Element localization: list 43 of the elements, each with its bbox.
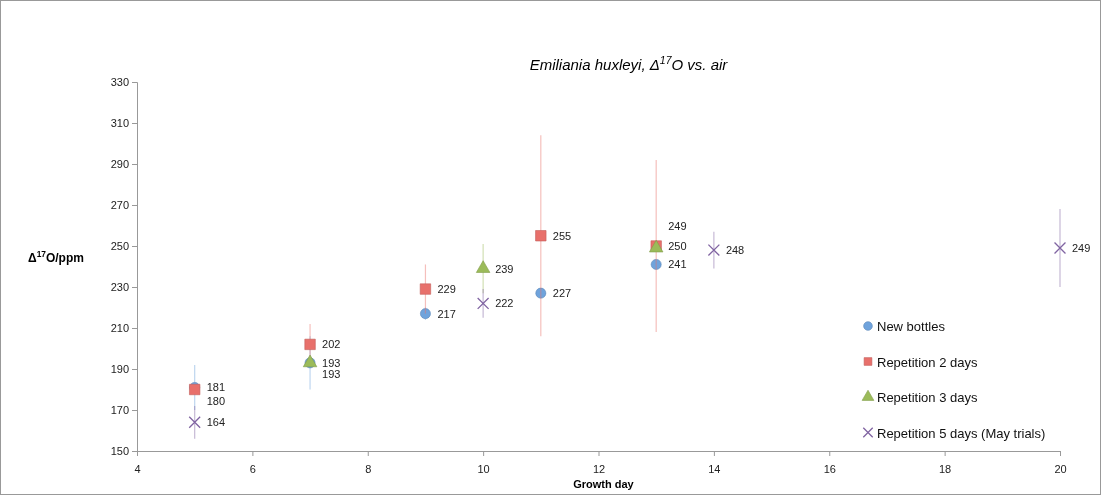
x-tick-label: 4: [134, 463, 141, 476]
x-tick-label: 18: [939, 463, 952, 476]
y-tick-label: 210: [110, 322, 129, 335]
data-label: 180: [206, 394, 226, 407]
data-label: 217: [437, 307, 456, 320]
data-label: 222: [495, 297, 514, 310]
x-tick-label: 8: [365, 463, 372, 476]
data-label: 227: [552, 287, 572, 300]
x-tick-label: 20: [1054, 463, 1067, 476]
x-tick-label: 14: [708, 463, 721, 476]
y-tick-label: 170: [110, 404, 129, 417]
data-label: 249: [1072, 242, 1091, 255]
legend-label: New bottles: [877, 319, 946, 334]
data-label: 250: [668, 240, 687, 252]
y-tick-label: 290: [110, 158, 129, 171]
y-tick-label: 270: [110, 199, 129, 212]
y-axis-title: Δ$^{17}$O/ppm: [28, 249, 84, 265]
legend-label: Repetition 3 days: [877, 390, 978, 405]
legend-label: Repetition 5 days (May trials): [877, 425, 1046, 441]
data-label: 239: [495, 262, 514, 275]
y-tick-label: 150: [110, 445, 129, 458]
data-label: 181: [206, 381, 226, 394]
data-label: 202: [322, 338, 341, 351]
y-tick-label: 330: [110, 76, 129, 89]
x-axis-title: Growth day: [573, 478, 635, 490]
y-tick-label: 310: [110, 117, 129, 130]
x-tick-label: 16: [823, 463, 836, 476]
data-label: 193: [322, 367, 341, 380]
y-tick-label: 190: [110, 363, 129, 376]
data-label: 229: [437, 283, 456, 296]
data-label: 241: [668, 258, 687, 271]
chart-title: Emiliania huxleyi, Δ$^{17}$O vs. air: [529, 54, 729, 73]
x-tick-label: 10: [477, 463, 490, 476]
data-label: 248: [725, 244, 745, 257]
data-label: 249: [668, 220, 687, 233]
data-label: 164: [206, 416, 226, 429]
data-label: 193: [322, 356, 341, 369]
x-tick-label: 6: [249, 463, 256, 476]
data-label: 255: [552, 229, 572, 242]
legend-label: Repetition 2 days: [877, 354, 978, 370]
x-tick-label: 12: [592, 463, 606, 476]
y-tick-label: 250: [110, 240, 129, 253]
y-tick-label: 230: [110, 281, 129, 294]
